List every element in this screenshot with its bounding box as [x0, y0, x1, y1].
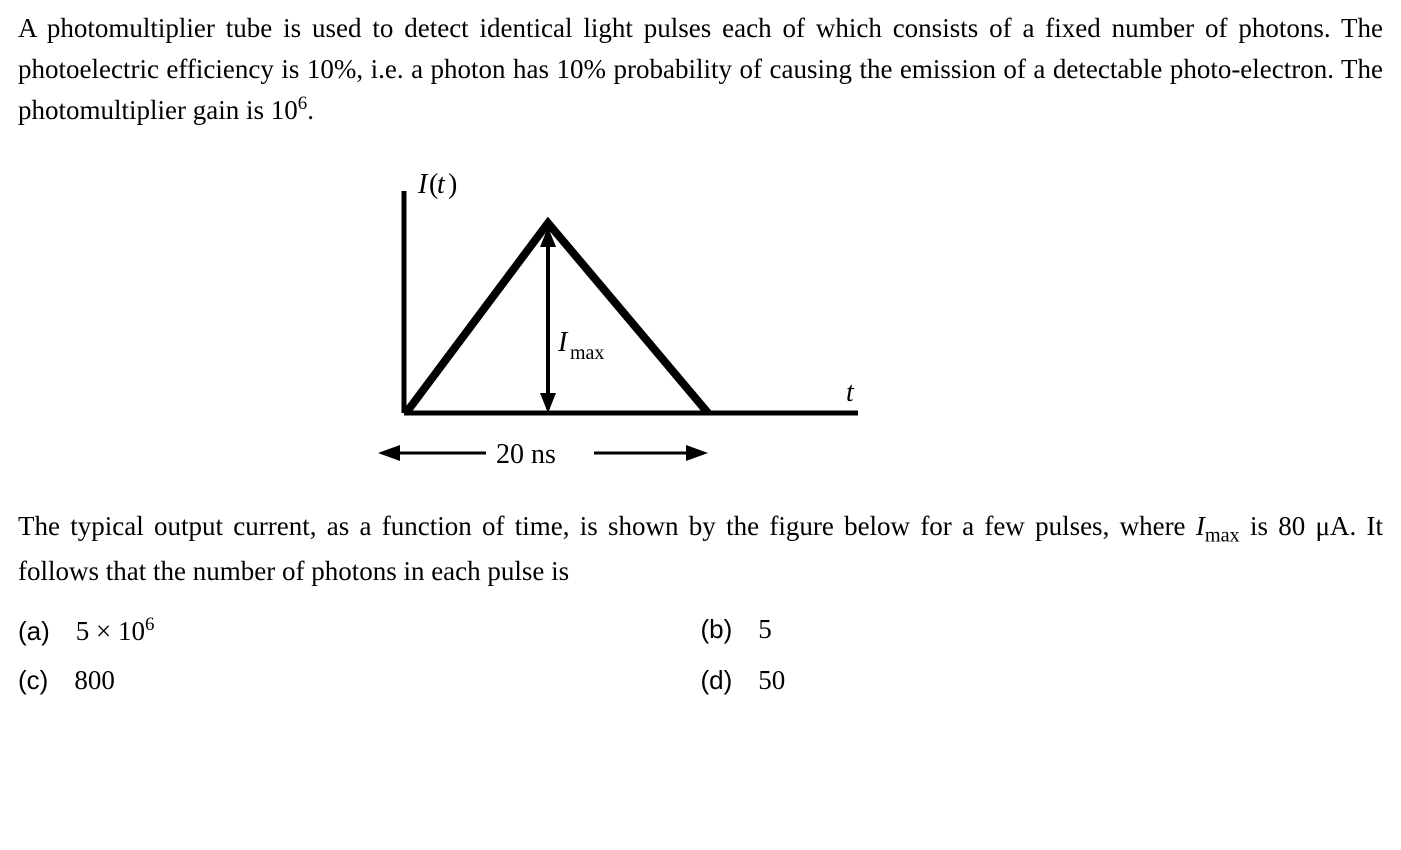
option-d-value: 50	[758, 665, 785, 696]
duration-label: 20 ns	[496, 439, 556, 470]
pulse-shape	[406, 223, 708, 413]
option-b-value: 5	[758, 614, 772, 645]
option-b: (b) 5	[701, 614, 1384, 647]
option-a-label: (a)	[18, 616, 50, 647]
y-axis-label-t: t	[437, 169, 446, 200]
pulse-figure: I ( t ) I max t 20 ns	[18, 161, 1401, 486]
imax-arrow	[540, 227, 556, 413]
problem-paragraph-2: The typical output current, as a functio…	[18, 506, 1383, 592]
y-axis-label-I: I	[417, 169, 429, 200]
problem-paragraph-1: A photomultiplier tube is used to detect…	[18, 8, 1383, 131]
option-a-value: 5 × 106	[76, 614, 155, 647]
option-c-label: (c)	[18, 665, 48, 696]
option-c: (c) 800	[18, 665, 701, 696]
options-grid: (a) 5 × 106 (b) 5 (c) 800 (d) 50	[18, 614, 1383, 696]
option-b-label: (b)	[701, 614, 733, 645]
x-axis-label: t	[846, 377, 855, 408]
option-a: (a) 5 × 106	[18, 614, 701, 647]
option-c-value: 800	[74, 665, 115, 696]
imax-label-I: I	[557, 327, 569, 358]
option-d-label: (d)	[701, 665, 733, 696]
y-axis-label-paren2: )	[448, 169, 457, 200]
option-d: (d) 50	[701, 665, 1384, 696]
pulse-svg: I ( t ) I max t 20 ns	[348, 161, 888, 481]
imax-label-sub: max	[570, 342, 604, 364]
